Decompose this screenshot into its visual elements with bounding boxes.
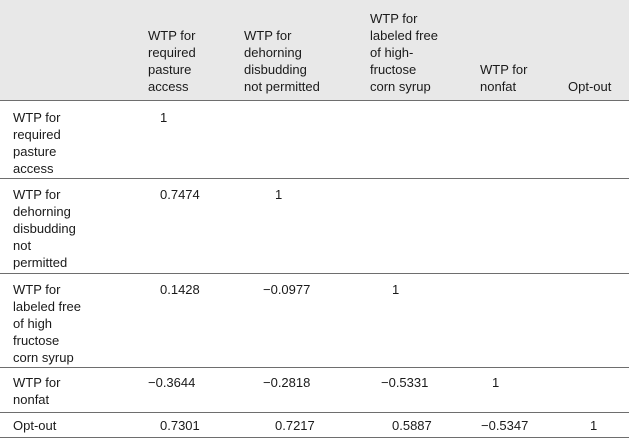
table-cell: −0.5347 bbox=[481, 418, 529, 433]
column-header: WTP for required pasture access bbox=[148, 28, 196, 94]
column-header: WTP for nonfat bbox=[480, 62, 528, 94]
table-cell: 0.1428 bbox=[160, 282, 200, 297]
row-header: WTP for dehorning disbudding not permitt… bbox=[13, 187, 76, 270]
table-cell: −0.0977 bbox=[263, 282, 311, 297]
table-cell: 1 bbox=[275, 187, 283, 202]
table-header-row: WTP for required pasture access WTP for … bbox=[0, 0, 629, 95]
table-cell: 0.7474 bbox=[160, 187, 200, 202]
table-bottom-rule bbox=[0, 437, 629, 438]
row-header: WTP for nonfat bbox=[13, 375, 61, 407]
table-cell: 0.7301 bbox=[160, 418, 200, 433]
row-header: Opt-out bbox=[13, 418, 57, 433]
row-divider bbox=[0, 412, 629, 413]
row-divider bbox=[0, 178, 629, 179]
row-divider bbox=[0, 367, 629, 368]
column-header: WTP for labeled free of high- fructose c… bbox=[370, 11, 438, 94]
table-header-background bbox=[0, 0, 629, 100]
table-cell: 1 bbox=[392, 282, 400, 297]
table-cell: −0.5331 bbox=[381, 375, 429, 390]
column-header: Opt-out bbox=[568, 79, 612, 94]
row-header: WTP for labeled free of high fructose co… bbox=[13, 282, 81, 365]
table-cell: −0.2818 bbox=[263, 375, 311, 390]
table-cell: 1 bbox=[590, 418, 598, 433]
row-header: WTP for required pasture access bbox=[13, 110, 61, 176]
header-rule bbox=[0, 100, 629, 101]
table-cell: 1 bbox=[160, 110, 168, 125]
column-header: WTP for dehorning disbudding not permitt… bbox=[244, 28, 320, 94]
table-cell: 0.7217 bbox=[275, 418, 315, 433]
table-cell: 1 bbox=[492, 375, 500, 390]
row-divider bbox=[0, 273, 629, 274]
table-cell: 0.5887 bbox=[392, 418, 432, 433]
table-cell: −0.3644 bbox=[148, 375, 196, 390]
